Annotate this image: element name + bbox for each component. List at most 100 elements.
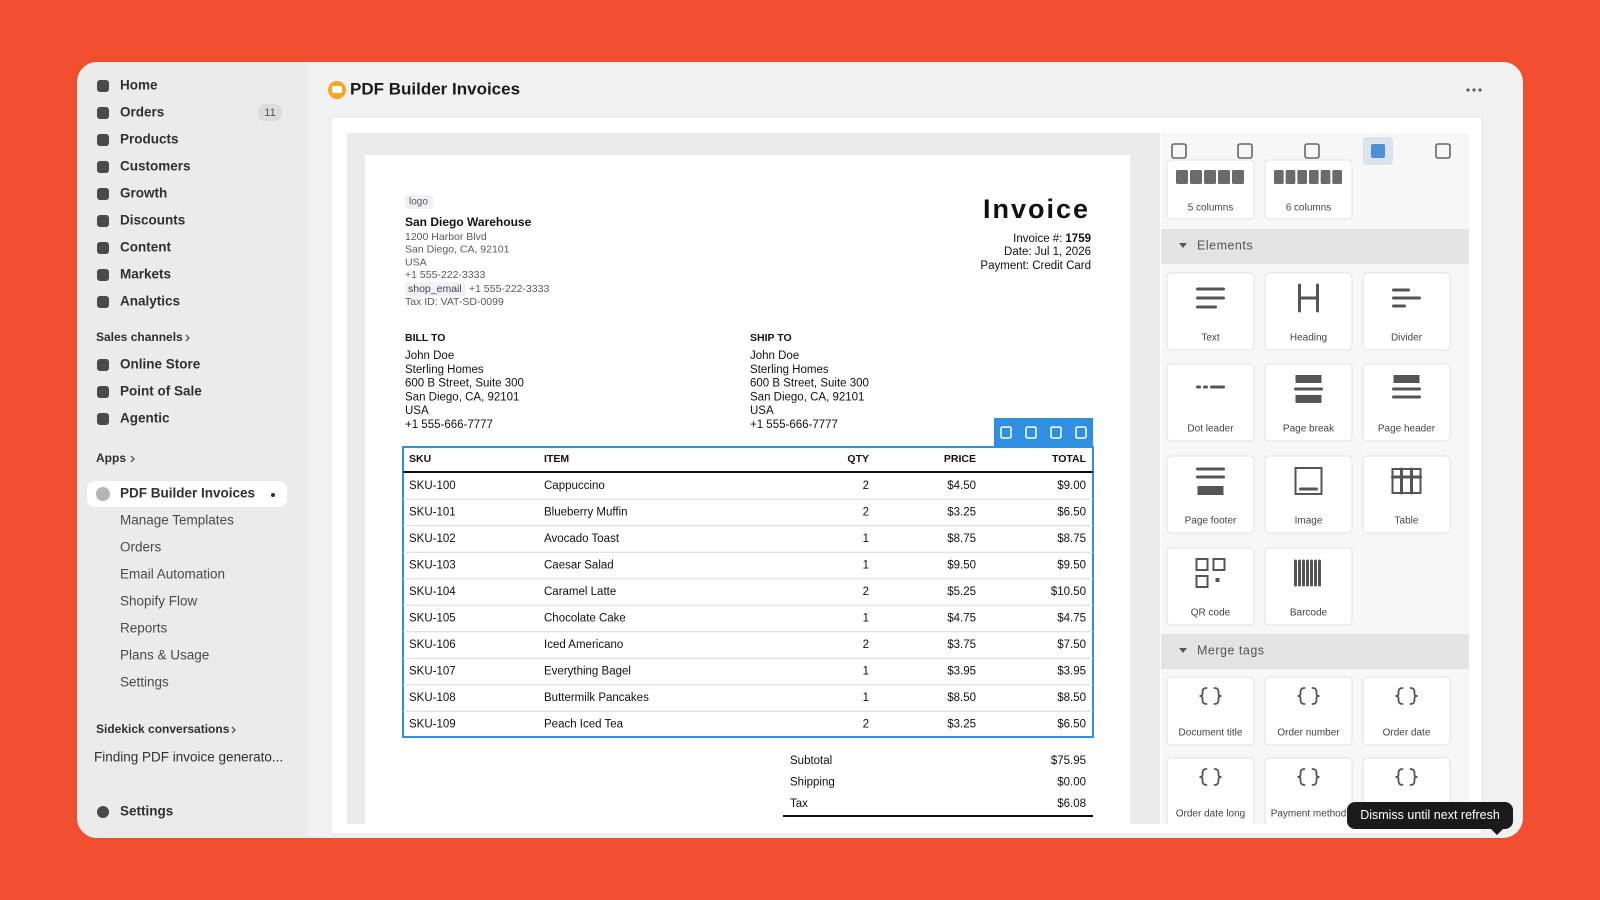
merge-tag-card[interactable] xyxy=(1362,676,1451,746)
panel-tab[interactable] xyxy=(1304,143,1320,159)
channel-item[interactable]: Point of Sale xyxy=(120,384,202,399)
icon-stroke xyxy=(1395,687,1418,705)
element-card[interactable] xyxy=(1166,363,1255,442)
settings[interactable]: Settings xyxy=(120,804,173,819)
invoice-number: Invoice #: 1759 xyxy=(1013,233,1091,245)
nav-item[interactable]: Products xyxy=(120,132,179,147)
merge-tag-label: Document title xyxy=(1179,728,1243,739)
element-icon xyxy=(1392,375,1421,399)
element-card[interactable] xyxy=(1362,363,1451,442)
nav-item[interactable]: Orders xyxy=(120,105,164,120)
address-line: Sterling Homes xyxy=(405,364,484,376)
table-cell: SKU-107 xyxy=(409,666,456,678)
invoice-payment: Payment: Credit Card xyxy=(980,260,1091,272)
table-cell: $8.50 xyxy=(1057,692,1086,704)
element-card[interactable] xyxy=(1362,455,1451,534)
table-cell: 1 xyxy=(863,692,869,704)
section-title: Sidekick conversations xyxy=(96,722,230,736)
element-label: Text xyxy=(1201,333,1220,344)
table-cell: $3.75 xyxy=(947,639,976,651)
layout-label: 6 columns xyxy=(1286,203,1332,214)
table-cell: $3.95 xyxy=(1057,666,1086,678)
icon-shape xyxy=(1212,558,1226,571)
panel-tab[interactable] xyxy=(1371,144,1385,158)
element-label: Heading xyxy=(1290,333,1327,344)
nav-item[interactable]: Home xyxy=(120,78,158,93)
merge-tag-card[interactable] xyxy=(1264,757,1353,826)
table-cell: Caesar Salad xyxy=(544,560,614,572)
nav-icon xyxy=(97,215,109,227)
channel-item[interactable]: Online Store xyxy=(120,357,201,372)
table-cell: $3.95 xyxy=(947,666,976,678)
nav-icon xyxy=(97,242,109,254)
more-menu[interactable] xyxy=(1466,88,1482,92)
icon-shape xyxy=(1393,375,1420,383)
table-cell: $3.25 xyxy=(947,507,976,519)
nav-item[interactable]: Analytics xyxy=(120,294,180,309)
layout-glyph xyxy=(1232,170,1244,184)
toolbar-button[interactable] xyxy=(1050,426,1062,439)
column-header: PRICE xyxy=(944,453,976,465)
panel-tab[interactable] xyxy=(1171,143,1187,159)
total-value: $0.00 xyxy=(1057,777,1086,789)
app-subitem[interactable]: Email Automation xyxy=(120,567,225,582)
table-selection xyxy=(402,446,1094,738)
section-title: Sales channels xyxy=(96,330,183,344)
app-subitem[interactable]: Manage Templates xyxy=(120,513,234,528)
panel-tab[interactable] xyxy=(1435,143,1451,159)
merge-tag-label: Order number xyxy=(1277,728,1340,739)
element-icon xyxy=(1395,687,1418,705)
nav-item[interactable]: Growth xyxy=(120,186,167,201)
element-card[interactable] xyxy=(1264,547,1353,626)
table-cell: SKU-108 xyxy=(409,692,456,704)
element-icon xyxy=(1196,467,1225,495)
address-line: San Diego, CA, 92101 xyxy=(405,244,510,256)
tooltip-box xyxy=(1347,802,1513,829)
email-chip xyxy=(405,282,465,296)
toolbar-button[interactable] xyxy=(1075,426,1087,439)
table-cell: SKU-105 xyxy=(409,613,456,625)
section-title[interactable]: Elements xyxy=(1197,238,1253,252)
element-card[interactable] xyxy=(1264,272,1353,351)
element-label: Table xyxy=(1395,516,1419,527)
channel-item[interactable]: Agentic xyxy=(120,411,170,426)
nav-item[interactable]: Customers xyxy=(120,159,191,174)
address-line: 1200 Harbor Blvd xyxy=(405,231,487,243)
app-subitem[interactable]: Settings xyxy=(120,675,169,690)
icon-shape xyxy=(1195,575,1209,588)
nav-icon xyxy=(97,413,109,425)
element-card[interactable] xyxy=(1166,272,1255,351)
column-header: TOTAL xyxy=(1052,453,1087,465)
table-cell: $4.50 xyxy=(947,480,976,492)
app-subitem[interactable]: Orders xyxy=(120,540,162,555)
element-card[interactable] xyxy=(1166,547,1255,626)
merge-tag-card[interactable] xyxy=(1166,757,1255,826)
element-icon xyxy=(1395,768,1418,786)
conversation[interactable]: Finding PDF invoice generato... xyxy=(94,750,283,765)
settings-icon xyxy=(97,806,109,818)
app-subitem[interactable]: Shopify Flow xyxy=(120,594,198,609)
nav-item[interactable]: Content xyxy=(120,240,171,255)
layout-glyph xyxy=(1320,170,1331,184)
nav-icon xyxy=(97,80,109,92)
total-value: $6.08 xyxy=(1057,798,1086,810)
nav-item[interactable]: Markets xyxy=(120,267,171,282)
table-cell: $4.75 xyxy=(947,613,976,625)
merge-tag-card[interactable] xyxy=(1166,676,1255,746)
company-name: San Diego Warehouse xyxy=(405,215,532,229)
nav-item[interactable]: Discounts xyxy=(120,213,185,228)
address-line: +1 555-666-7777 xyxy=(750,419,838,431)
element-icon xyxy=(1297,768,1320,786)
toolbar-button[interactable] xyxy=(1000,426,1012,439)
element-card[interactable] xyxy=(1362,272,1451,351)
app-subitem[interactable]: Reports xyxy=(120,621,168,636)
section-title[interactable]: Merge tags xyxy=(1197,643,1265,657)
panel-tab[interactable] xyxy=(1237,143,1253,159)
merge-tag-card[interactable] xyxy=(1264,676,1353,746)
table-cell: SKU-100 xyxy=(409,480,456,492)
toolbar-button[interactable] xyxy=(1025,426,1037,439)
app-subitem[interactable]: Plans & Usage xyxy=(120,648,209,663)
element-icon xyxy=(1294,559,1321,587)
app-active[interactable]: PDF Builder Invoices xyxy=(120,486,255,501)
table-cell: $5.25 xyxy=(947,586,976,598)
